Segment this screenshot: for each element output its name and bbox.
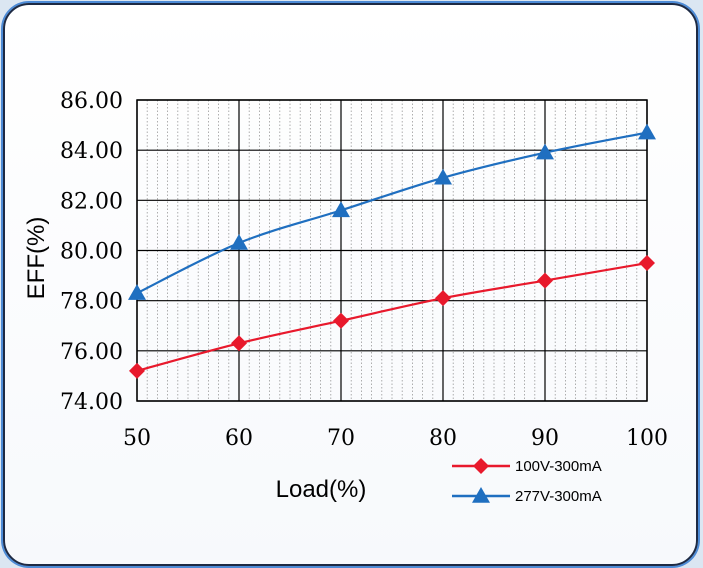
data-point [128,284,146,300]
legend-item: 100V-300mA [452,458,602,475]
data-point [434,168,452,185]
y-tick-labels: 74.00 76.00 78.00 80.00 82.00 84.00 86.00 [60,89,123,415]
data-point [333,312,349,329]
series-layer [128,123,656,379]
x-tick-label: 50 [123,426,151,451]
y-tick-label: 78.00 [60,290,123,315]
legend-label: 100V-300mA [515,458,602,475]
y-tick-label: 80.00 [60,240,123,265]
data-point [536,143,554,160]
data-point [638,123,656,140]
y-tick-label: 82.00 [60,189,123,214]
series-line [136,131,648,295]
x-tick-label: 70 [327,426,355,451]
legend-item: 277V-300mA [452,487,602,505]
data-point [230,233,248,250]
plot-border [136,99,648,402]
x-axis-label: Load(%) [276,476,367,503]
y-axis-label: EFF(%) [23,217,50,300]
y-tick-label: 74.00 [60,390,123,415]
series-line [136,261,648,372]
series-1 [129,255,655,379]
y-tick-label: 84.00 [60,139,123,164]
data-point [639,255,655,272]
data-point [537,272,553,289]
legend: 100V-300mA 277V-300mA [452,458,602,505]
y-tick-label: 76.00 [60,340,123,365]
legend-marker [472,487,490,503]
chart-frame [3,3,698,566]
data-point [332,201,350,218]
y-tick-label: 86.00 [60,89,123,114]
x-tick-label: 60 [225,426,253,451]
x-tick-label: 100 [626,426,668,451]
legend-marker [473,458,489,474]
data-point [435,290,451,307]
x-tick-label: 90 [531,426,559,451]
data-point [231,335,247,352]
data-point [129,362,145,379]
x-tick-label: 80 [429,426,457,451]
x-tick-labels: 50 60 70 80 90 100 [123,426,668,451]
legend-label: 277V-300mA [515,488,602,505]
series-2 [128,123,656,300]
